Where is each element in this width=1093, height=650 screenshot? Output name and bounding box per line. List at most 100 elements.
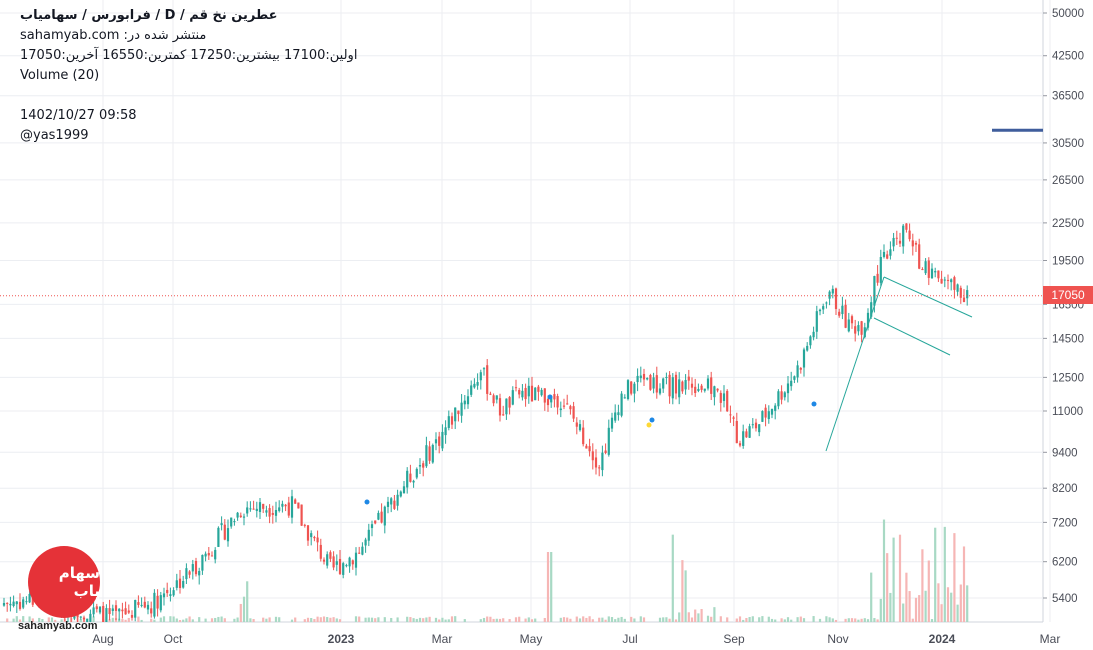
candle-body [102, 605, 105, 622]
candle-body [527, 385, 530, 397]
volume-bar [12, 618, 15, 622]
candle-body [86, 618, 89, 622]
volume-bar [591, 619, 594, 622]
time-tick-label: 2023 [328, 632, 355, 646]
candle-body [882, 251, 886, 257]
volume-bar [662, 617, 665, 622]
candle-body [540, 389, 543, 396]
volume-bar [422, 618, 425, 622]
volume-bar [671, 534, 674, 622]
time-tick-label: Mar [432, 632, 453, 646]
candle-body [28, 593, 31, 603]
candle-body [290, 496, 294, 518]
volume-bar [738, 616, 742, 622]
price-axis[interactable]: 5400620072008200940011000125001450016500… [1043, 8, 1084, 605]
candle-body [15, 601, 18, 605]
volume-bar [447, 619, 450, 622]
candle-body [783, 392, 786, 398]
candle-body [956, 284, 959, 292]
volume-bar [495, 618, 498, 622]
candle-body [182, 581, 185, 588]
candle-body [425, 445, 428, 467]
volume-bar [265, 618, 268, 622]
candle-body [396, 494, 399, 506]
candle-body [674, 374, 678, 394]
volume-bar [953, 533, 956, 622]
candle-body [374, 520, 377, 524]
candle-body [553, 394, 556, 400]
volume-bar [306, 617, 310, 622]
volume-bar [681, 560, 684, 622]
candle-body [463, 400, 466, 405]
candle-body [793, 376, 796, 380]
candle-body [252, 508, 255, 510]
volume-bar [588, 616, 591, 622]
volume-indicator[interactable]: Volume (20) [20, 68, 100, 83]
volume-bar [28, 616, 31, 622]
trendline[interactable] [883, 276, 973, 318]
volume-bar [876, 619, 879, 622]
candle-body [447, 416, 450, 428]
candle-body [671, 377, 674, 399]
candle-body [898, 240, 902, 244]
candle-body [9, 603, 12, 606]
signal-marker [364, 499, 370, 505]
candle-body [297, 502, 300, 509]
candle-body [764, 407, 767, 418]
volume-bar [726, 617, 729, 622]
trendline[interactable] [873, 317, 951, 356]
candle-body [313, 537, 316, 539]
candle-body [636, 375, 639, 383]
candle-body [962, 297, 966, 303]
candle-body [719, 392, 722, 403]
volume-bar [463, 619, 466, 622]
volume-bar [684, 570, 687, 622]
candle-body [751, 424, 754, 426]
candle-body [223, 524, 226, 540]
candle-body [358, 552, 361, 554]
volume-bar [514, 617, 518, 622]
candle-body [822, 306, 825, 310]
time-axis[interactable]: Aug Oct 2023 Mar May Jul Sep Nov 2024 Mar [92, 632, 1060, 646]
volume-bar [758, 617, 761, 622]
volume-bar [332, 617, 335, 622]
candle-body [770, 409, 774, 415]
volume-bar [223, 618, 226, 622]
volume-bar [236, 617, 239, 622]
candle-body [825, 302, 828, 304]
candle-body [738, 443, 742, 446]
candle-body [950, 279, 953, 283]
volume-bar [847, 618, 850, 622]
volume-bar [604, 619, 607, 622]
candle-body [255, 508, 258, 511]
candle-body [761, 411, 764, 422]
volume-bar [313, 618, 316, 622]
volume-bar [137, 616, 140, 622]
candle-body [233, 521, 236, 523]
candle-body [2, 602, 6, 606]
time-tick-label: Jul [622, 632, 637, 646]
candle-body [806, 345, 809, 351]
candle-body [786, 383, 790, 394]
candle-body [700, 385, 703, 390]
candle-body [108, 608, 111, 615]
trendline[interactable] [825, 276, 885, 452]
volume-bar [239, 603, 242, 622]
candle-body [966, 290, 969, 299]
candle-body [393, 500, 396, 509]
volume-bar [220, 616, 223, 622]
candle-body [665, 376, 668, 378]
candle-body [143, 601, 146, 608]
candle-body [450, 416, 454, 425]
candle-body [210, 555, 214, 557]
volume-bar [578, 618, 582, 622]
candle-body [802, 349, 806, 368]
volume-bar [569, 618, 572, 622]
volume-bar [530, 619, 534, 622]
volume-bar [780, 618, 783, 622]
candle-body [870, 302, 873, 317]
candle-body [748, 426, 751, 438]
volume-bar [409, 617, 412, 622]
volume-bar [902, 603, 905, 622]
